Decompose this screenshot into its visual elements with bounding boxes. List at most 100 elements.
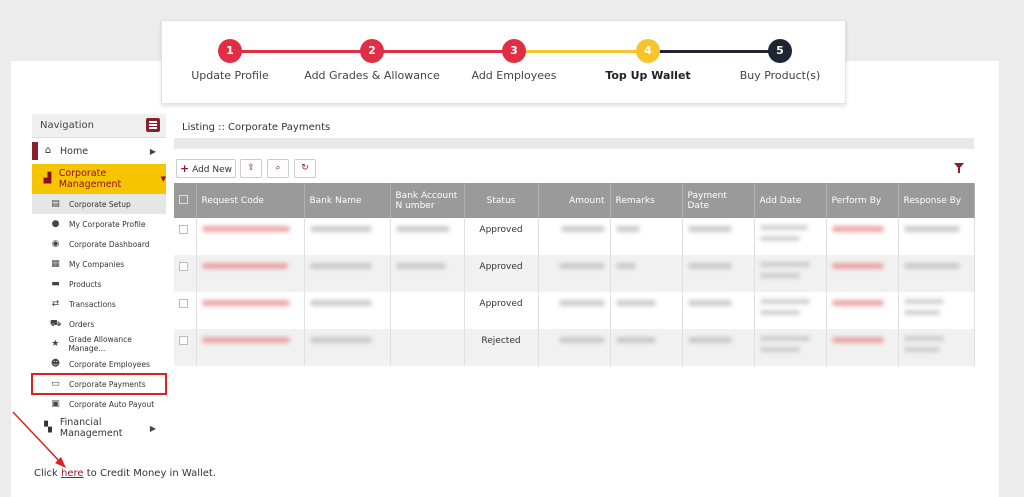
sidebar-item-my-corporate-profile[interactable]: ● My Corporate Profile — [32, 214, 166, 234]
grid-icon: ▚ — [44, 422, 52, 433]
transfer-icon: ⇄ — [51, 298, 60, 309]
blurred-cell — [196, 255, 305, 292]
sidebar-item-transactions[interactable]: ⇄ Transactions — [32, 294, 166, 314]
step-2-circle[interactable]: 2 — [360, 39, 384, 63]
select-all-checkbox[interactable] — [174, 183, 197, 218]
table-row[interactable]: Approved — [174, 218, 975, 255]
filter-icon[interactable] — [954, 163, 964, 173]
nav-item-financial-management[interactable]: ▚ Financial Management ▶ — [32, 414, 166, 442]
refresh-button[interactable]: ↻ — [294, 159, 316, 178]
chevron-right-icon: ▶ — [149, 423, 156, 433]
table-row[interactable]: Approved — [174, 255, 975, 292]
content-area: Listing :: Corporate Payments + Add New … — [174, 114, 975, 366]
nav-item-corporate-management-label: Corporate Management — [58, 168, 122, 190]
table-row[interactable]: Approved — [174, 292, 975, 329]
credit-wallet-instruction: Click here to Credit Money in Wallet. — [34, 468, 216, 479]
step-1-circle[interactable]: 1 — [218, 39, 242, 63]
sidebar-item-my-companies[interactable]: ▦ My Companies — [32, 254, 166, 274]
table-header-row: Request Code Bank Name Bank Account N um… — [174, 183, 975, 218]
chart-icon: ▟ — [43, 173, 52, 184]
blurred-cell — [610, 329, 683, 366]
star-icon: ★ — [51, 338, 60, 349]
add-new-button[interactable]: + Add New — [176, 159, 236, 178]
row-checkbox[interactable] — [174, 255, 197, 292]
row-checkbox[interactable] — [174, 292, 197, 329]
cash-icon: ▣ — [51, 398, 60, 409]
step-connector — [514, 50, 648, 53]
blurred-cell — [898, 292, 975, 329]
blurred-cell — [390, 218, 465, 255]
blurred-cell — [196, 218, 305, 255]
step-connector — [372, 50, 514, 53]
blurred-cell — [304, 292, 391, 329]
menu-toggle-icon[interactable] — [146, 118, 160, 132]
sidebar-item-corporate-setup[interactable]: ▤ Corporate Setup — [32, 194, 166, 214]
sidebar-item-corporate-employees[interactable]: ☻ Corporate Employees — [32, 354, 166, 374]
blurred-cell — [898, 255, 975, 292]
blurred-cell — [538, 218, 611, 255]
blurred-cell — [538, 255, 611, 292]
row-checkbox[interactable] — [174, 218, 197, 255]
blurred-cell — [538, 329, 611, 366]
sidebar-item-corporate-dashboard[interactable]: ◉ Corporate Dashboard — [32, 234, 166, 254]
filter-bar — [174, 138, 974, 149]
export-icon: ⇪ — [247, 163, 255, 173]
sidebar-item-corporate-payments[interactable]: ▭ Corporate Payments — [31, 373, 167, 395]
sidebar-item-label: Products — [69, 279, 102, 289]
empty-cell — [390, 329, 465, 366]
nav-item-corporate-management[interactable]: ▟ Corporate Management ▼ — [32, 164, 166, 194]
nav-item-financial-management-label: Financial Management — [59, 417, 123, 439]
column-header[interactable]: Request Code — [196, 183, 305, 218]
blurred-cell — [682, 218, 755, 255]
footer-prefix: Click — [34, 468, 62, 479]
blurred-cell — [196, 329, 305, 366]
nav-header: Navigation — [32, 114, 166, 138]
row-checkbox[interactable] — [174, 329, 197, 366]
sidebar-item-orders[interactable]: ⛟ Orders — [32, 314, 166, 334]
column-header[interactable]: Add Date — [754, 183, 827, 218]
step-4-circle[interactable]: 4 — [636, 39, 660, 63]
export-button[interactable]: ⇪ — [240, 159, 262, 178]
onboarding-stepper: 1 2 3 4 5 Update Profile Add Grades & Al… — [161, 20, 846, 104]
sidebar-item-products[interactable]: ▬ Products — [32, 274, 166, 294]
blurred-cell — [304, 329, 391, 366]
column-header[interactable]: Amount — [538, 183, 611, 218]
blurred-cell — [754, 255, 827, 292]
search-button[interactable]: ⌕ — [267, 159, 289, 178]
blurred-cell — [304, 218, 391, 255]
column-header[interactable]: Payment Date — [682, 183, 755, 218]
chevron-right-icon: ▶ — [149, 146, 156, 156]
blurred-cell — [682, 292, 755, 329]
column-header[interactable]: Response By — [898, 183, 975, 218]
page-title: Listing :: Corporate Payments — [182, 122, 331, 133]
sidebar-item-label: Transactions — [69, 299, 116, 309]
credit-wallet-link[interactable]: here — [61, 468, 84, 479]
status-cell: Approved — [464, 292, 539, 329]
step-connector — [230, 50, 372, 53]
column-header[interactable]: Status — [464, 183, 539, 218]
step-4-label: Top Up Wallet — [605, 69, 691, 82]
step-3-circle[interactable]: 3 — [502, 39, 526, 63]
sidebar-item-label: Corporate Employees — [69, 359, 150, 369]
column-header[interactable]: Remarks — [610, 183, 683, 218]
table-row[interactable]: Rejected — [174, 329, 975, 366]
add-new-label: Add New — [192, 165, 232, 175]
sidebar-item-grade-allowance[interactable]: ★ Grade Allowance Manage... — [32, 334, 166, 354]
nav-item-home[interactable]: ⌂ Home ▶ — [32, 138, 166, 164]
plus-icon: + — [179, 162, 190, 175]
blurred-cell — [610, 255, 683, 292]
footer-suffix: to Credit Money in Wallet. — [83, 468, 217, 479]
sidebar-item-label: My Corporate Profile — [69, 219, 146, 229]
cart-icon: ⛟ — [50, 318, 62, 329]
sidebar-item-label: Grade Allowance Manage... — [68, 335, 132, 353]
step-5-circle[interactable]: 5 — [768, 39, 792, 63]
column-header[interactable]: Perform By — [826, 183, 899, 218]
column-header[interactable]: Bank Account N umber — [390, 183, 465, 218]
nav-header-label: Navigation — [40, 120, 94, 131]
sidebar-item-label: Corporate Auto Payout — [69, 399, 155, 409]
sidebar-item-corporate-auto-payout[interactable]: ▣ Corporate Auto Payout — [32, 394, 166, 414]
caret-down-icon: ▼ — [160, 175, 166, 183]
payments-table: Request Code Bank Name Bank Account N um… — [174, 183, 975, 366]
column-header[interactable]: Bank Name — [304, 183, 391, 218]
step-connector — [648, 50, 780, 53]
